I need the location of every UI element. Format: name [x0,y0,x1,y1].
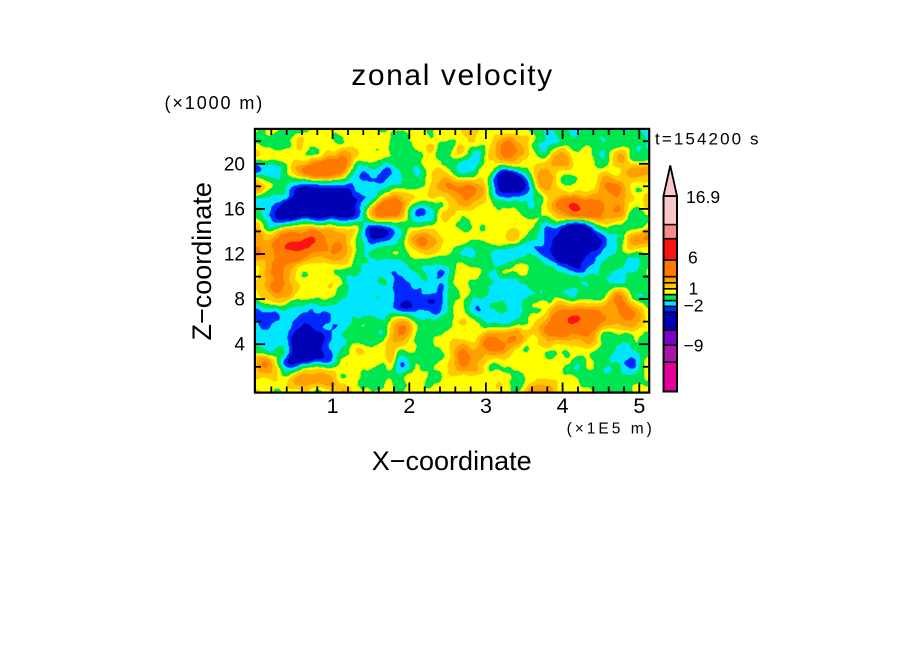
svg-text:zonal velocity: zonal velocity [351,59,554,92]
svg-text:Z−coordinate: Z−coordinate [187,182,217,340]
svg-text:−2: −2 [684,296,704,316]
svg-text:16: 16 [224,200,245,221]
svg-text:t=154200 s: t=154200 s [655,129,761,148]
svg-text:(×1E5 m): (×1E5 m) [567,421,655,438]
svg-text:12: 12 [224,245,245,266]
svg-text:4: 4 [557,394,569,418]
svg-text:16.9: 16.9 [686,187,720,207]
svg-text:(×1000 m): (×1000 m) [165,93,265,113]
svg-text:4: 4 [234,335,245,356]
svg-text:3: 3 [480,394,492,418]
svg-text:8: 8 [234,290,245,311]
svg-text:20: 20 [224,155,245,176]
svg-text:2: 2 [403,394,415,418]
svg-text:1: 1 [689,279,699,299]
svg-text:6: 6 [688,248,698,268]
svg-text:5: 5 [633,394,645,418]
svg-text:1: 1 [327,394,339,418]
svg-text:−9: −9 [684,336,704,356]
svg-text:X−coordinate: X−coordinate [372,446,532,476]
